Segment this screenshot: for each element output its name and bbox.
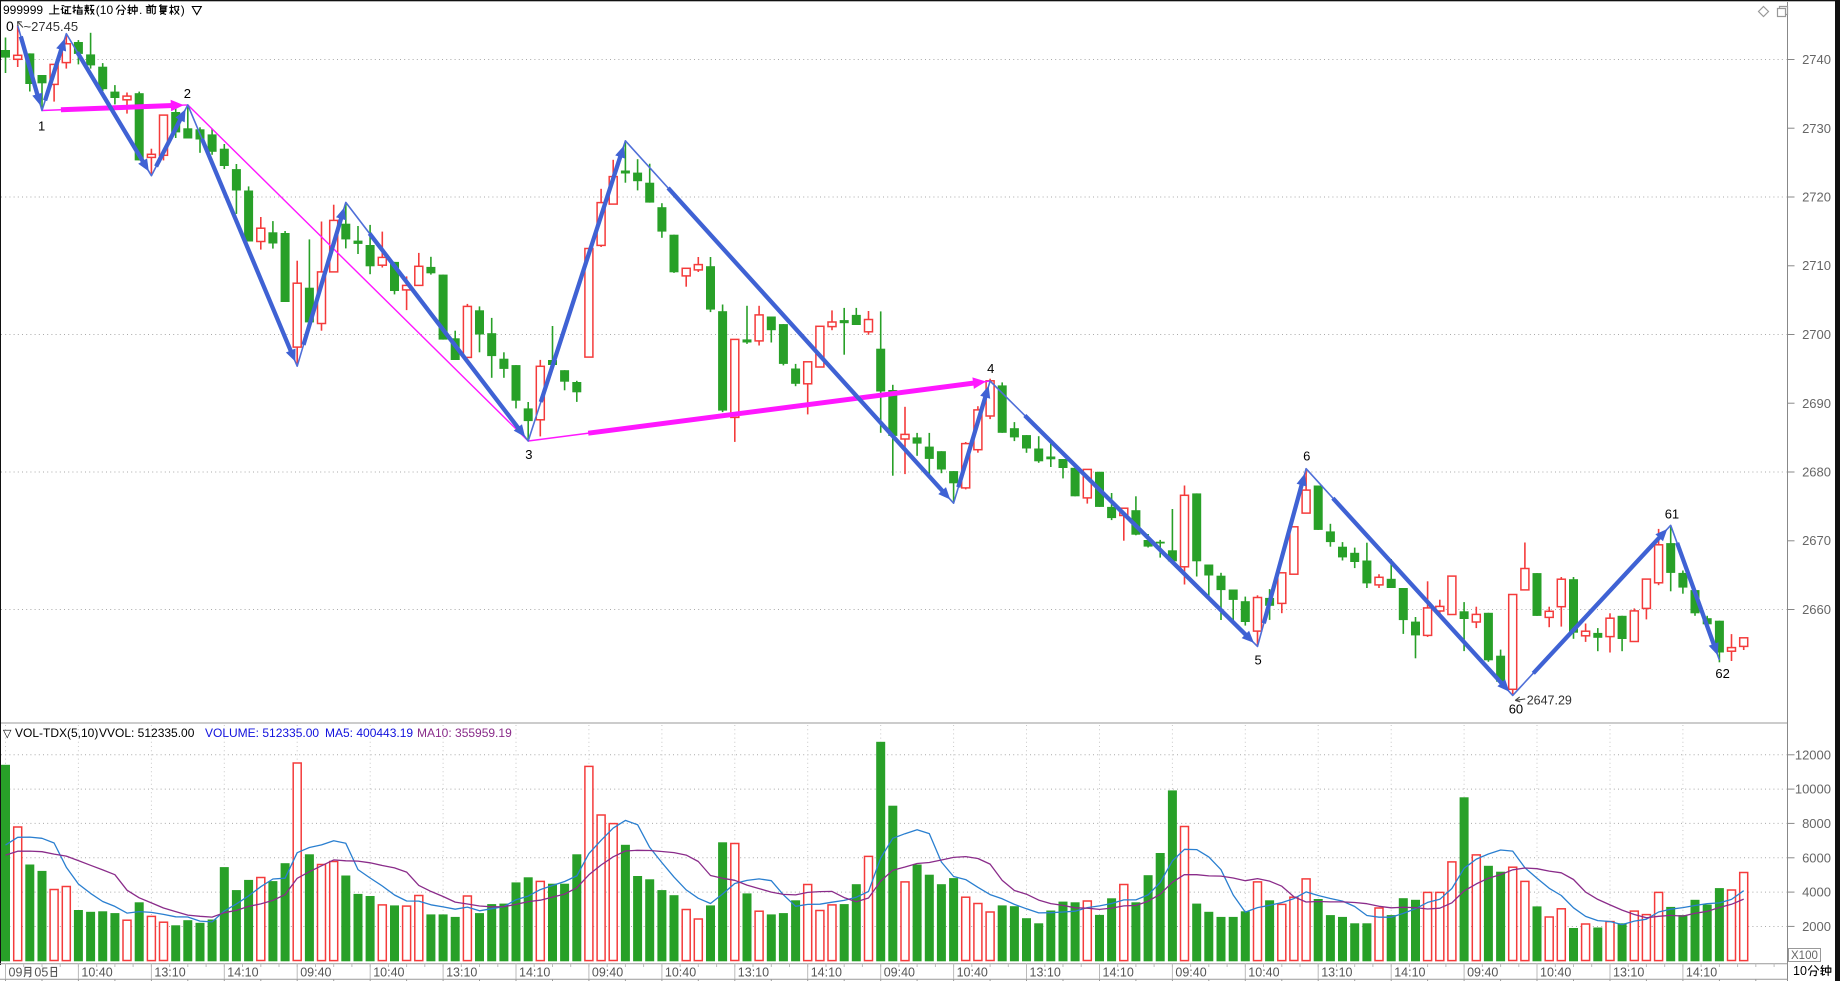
svg-text:05: 05 <box>34 966 48 980</box>
svg-text:0: 0 <box>6 18 14 34</box>
svg-text:2720: 2720 <box>1802 190 1831 205</box>
svg-text:MA10: 355959.19: MA10: 355959.19 <box>417 726 512 740</box>
svg-text:13:10: 13:10 <box>1321 966 1352 980</box>
svg-text:1: 1 <box>38 119 45 134</box>
svg-text:2690: 2690 <box>1802 396 1831 411</box>
svg-text:6: 6 <box>1303 449 1310 464</box>
svg-text:10:40: 10:40 <box>1540 966 1571 980</box>
svg-text:14:10: 14:10 <box>519 966 550 980</box>
svg-text:VVOL: 512335.00: VVOL: 512335.00 <box>99 726 195 740</box>
svg-text:10:40: 10:40 <box>1248 966 1279 980</box>
svg-text:2680: 2680 <box>1802 465 1831 480</box>
svg-text:09:40: 09:40 <box>592 966 623 980</box>
svg-text:60: 60 <box>1509 701 1523 716</box>
svg-text:13:10: 13:10 <box>1613 966 1644 980</box>
svg-text:MA5: 400443.19: MA5: 400443.19 <box>325 726 413 740</box>
svg-text:09:40: 09:40 <box>300 966 331 980</box>
svg-text:5: 5 <box>1255 652 1262 667</box>
svg-text:14:10: 14:10 <box>227 966 258 980</box>
svg-text:(10: (10 <box>96 3 114 17</box>
svg-text:X100: X100 <box>1791 950 1818 962</box>
svg-text:6000: 6000 <box>1802 850 1831 865</box>
svg-text:10:40: 10:40 <box>81 966 112 980</box>
svg-text:10:40: 10:40 <box>665 966 696 980</box>
svg-text:▽: ▽ <box>3 728 12 740</box>
svg-text:2: 2 <box>184 86 191 101</box>
svg-text:VOL-TDX(5,10): VOL-TDX(5,10) <box>15 726 98 740</box>
svg-text:10: 10 <box>1793 964 1807 978</box>
svg-text:62: 62 <box>1715 666 1729 681</box>
svg-text:14:10: 14:10 <box>1686 966 1717 980</box>
svg-text:999999: 999999 <box>3 3 43 17</box>
svg-text:2670: 2670 <box>1802 533 1831 548</box>
svg-text:09:40: 09:40 <box>884 966 915 980</box>
svg-text:): ) <box>181 3 185 17</box>
svg-text:~2745.45: ~2745.45 <box>24 19 79 34</box>
svg-text:10:40: 10:40 <box>373 966 404 980</box>
svg-text:09:40: 09:40 <box>1467 966 1498 980</box>
svg-text:2740: 2740 <box>1802 52 1831 67</box>
svg-text:10000: 10000 <box>1795 782 1831 797</box>
svg-text:13:10: 13:10 <box>446 966 477 980</box>
svg-text:2660: 2660 <box>1802 602 1831 617</box>
svg-text:2710: 2710 <box>1802 258 1831 273</box>
svg-text:VOLUME: 512335.00: VOLUME: 512335.00 <box>205 726 319 740</box>
svg-text:2000: 2000 <box>1802 919 1831 934</box>
svg-text:14:10: 14:10 <box>1103 966 1134 980</box>
svg-text:2647.29: 2647.29 <box>1527 693 1572 707</box>
svg-text:12000: 12000 <box>1795 747 1831 762</box>
svg-text:09: 09 <box>9 966 23 980</box>
svg-text:14:10: 14:10 <box>811 966 842 980</box>
svg-text:09:40: 09:40 <box>1175 966 1206 980</box>
svg-text:4: 4 <box>987 361 994 376</box>
svg-text:2730: 2730 <box>1802 121 1831 136</box>
svg-text:10:40: 10:40 <box>957 966 988 980</box>
svg-text:14:10: 14:10 <box>1394 966 1425 980</box>
svg-text:13:10: 13:10 <box>154 966 185 980</box>
svg-text:8000: 8000 <box>1802 816 1831 831</box>
svg-text:13:10: 13:10 <box>1030 966 1061 980</box>
svg-text:2700: 2700 <box>1802 327 1831 342</box>
svg-text:4000: 4000 <box>1802 885 1831 900</box>
svg-text:.: . <box>139 3 142 17</box>
svg-text:13:10: 13:10 <box>738 966 769 980</box>
svg-text:3: 3 <box>525 447 532 462</box>
svg-text:61: 61 <box>1665 506 1679 521</box>
